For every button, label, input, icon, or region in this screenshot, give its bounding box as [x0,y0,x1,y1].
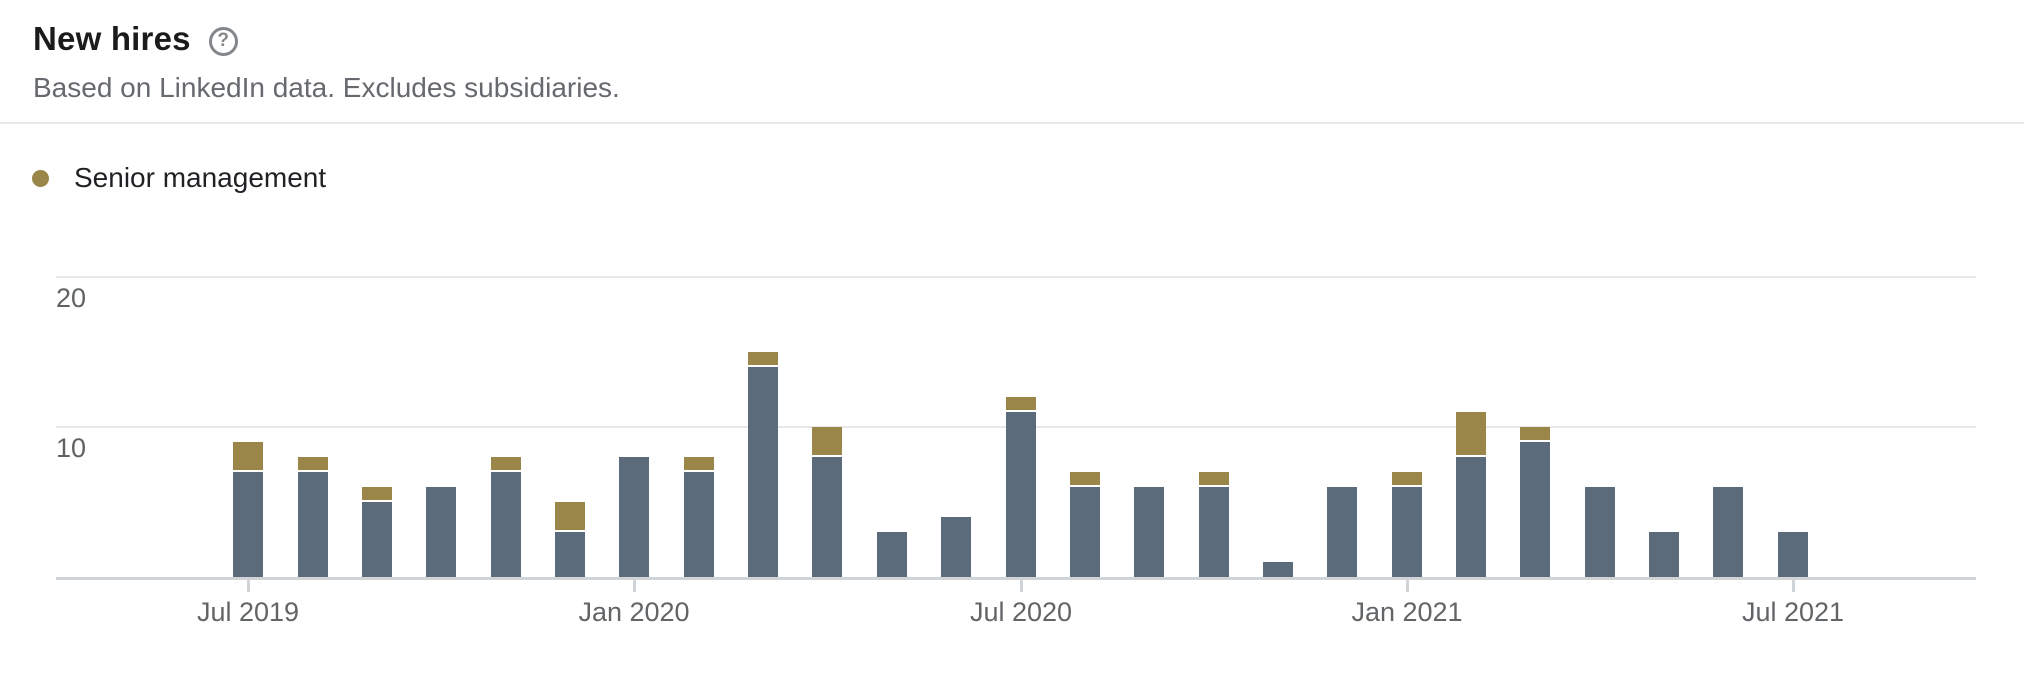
bar-segment-senior-management [298,457,328,472]
bar-segment-total [1778,532,1808,577]
bar-nov-2019[interactable] [491,457,521,577]
bar-segment-senior-management [684,457,714,472]
bar-segment-total [1649,532,1679,577]
senior-management-legend-dot [32,169,49,187]
help-icon[interactable]: ? [208,26,238,56]
bar-mar-2020[interactable] [748,352,778,577]
x-axis-label: Jul 2020 [969,597,1073,627]
bar-segment-total [1456,457,1486,577]
bar-segment-total [1520,442,1550,577]
bar-segment-senior-management [1070,472,1100,487]
bar-feb-2020[interactable] [684,457,714,577]
bar-segment-total [619,457,649,577]
bar-segment-total [941,517,971,577]
x-axis-tick [1406,580,1409,592]
bar-dec-2019[interactable] [555,502,585,577]
bar-segment-total [812,457,842,577]
bar-segment-senior-management [812,427,842,457]
bar-oct-2019[interactable] [426,487,456,577]
bar-jan-2021[interactable] [1392,472,1422,577]
bar-segment-senior-management [1456,412,1486,457]
bar-segment-total [1713,487,1743,577]
bar-segment-total [1199,487,1229,577]
bar-aug-2019[interactable] [298,457,328,577]
x-axis-label: Jul 2021 [1741,597,1845,627]
bar-segment-total [684,472,714,577]
senior-management-legend-label: Senior management [74,162,327,193]
bar-jun-2021[interactable] [1713,487,1743,577]
bar-segment-total [362,502,392,577]
bar-segment-senior-management [491,457,521,472]
bar-segment-senior-management [1520,427,1550,442]
x-axis-label: Jan 2021 [1351,597,1463,627]
bar-segment-senior-management [555,502,585,532]
bar-segment-senior-management [1392,472,1422,487]
bar-segment-total [298,472,328,577]
bar-segment-total [748,367,778,577]
legend: Senior management [32,162,326,194]
bar-nov-2020[interactable] [1263,562,1293,577]
bar-sep-2020[interactable] [1134,487,1164,577]
x-axis-tick [1792,580,1795,592]
bar-segment-total [426,487,456,577]
bar-segment-senior-management [233,442,263,472]
y-axis-label: 10 [56,433,87,463]
bar-segment-total [1006,412,1036,577]
x-axis-tick [633,580,636,592]
x-axis-label: Jul 2019 [196,597,300,627]
chart-subtitle: Based on LinkedIn data. Excludes subsidi… [33,72,620,103]
divider [0,122,2024,124]
bar-segment-total [555,532,585,577]
bar-jul-2020[interactable] [1006,397,1036,577]
header: New hires ? [33,20,238,58]
bar-segment-senior-management [748,352,778,367]
bar-jul-2021[interactable] [1778,532,1808,577]
bar-mar-2021[interactable] [1520,427,1550,577]
bar-jan-2020[interactable] [619,457,649,577]
bar-segment-senior-management [1199,472,1229,487]
bar-jul-2019[interactable] [233,442,263,577]
bar-jun-2020[interactable] [941,517,971,577]
bar-apr-2020[interactable] [812,427,842,577]
y-axis-label: 20 [56,283,87,313]
x-axis-line [56,577,1976,580]
bar-segment-total [1134,487,1164,577]
bar-segment-total [1585,487,1615,577]
bar-sep-2019[interactable] [362,487,392,577]
bar-segment-total [877,532,907,577]
bar-segment-total [1327,487,1357,577]
x-axis-label: Jan 2020 [578,597,690,627]
bar-segment-total [1392,487,1422,577]
bar-segment-total [1070,487,1100,577]
page-title: New hires [33,20,191,57]
bar-segment-total [233,472,263,577]
bar-may-2020[interactable] [877,532,907,577]
bar-may-2021[interactable] [1649,532,1679,577]
bar-feb-2021[interactable] [1456,412,1486,577]
bar-segment-senior-management [362,487,392,502]
x-axis-tick [247,580,250,592]
bar-dec-2020[interactable] [1327,487,1357,577]
gridline-y20 [56,276,1976,278]
bar-apr-2021[interactable] [1585,487,1615,577]
bar-segment-total [1263,562,1293,577]
bar-segment-senior-management [1006,397,1036,412]
bar-aug-2020[interactable] [1070,472,1100,577]
bar-segment-total [491,472,521,577]
x-axis-tick [1020,580,1023,592]
bar-oct-2020[interactable] [1199,472,1229,577]
